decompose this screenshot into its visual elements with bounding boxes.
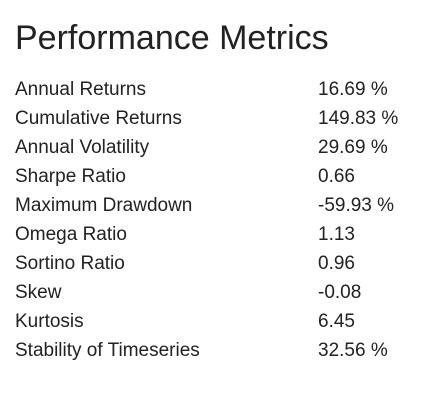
title: Performance Metrics xyxy=(15,19,329,57)
metric-value: 149.83 % xyxy=(318,108,399,129)
metric-row: Omega Ratio 1.13 xyxy=(15,220,398,249)
metric-value: 0.66 xyxy=(318,166,355,187)
metric-row: Sortino Ratio 0.96 xyxy=(15,249,398,278)
metric-value: 6.45 xyxy=(318,311,355,332)
metric-name: Cumulative Returns xyxy=(15,108,182,129)
metric-row: Maximum Drawdown -59.93 % xyxy=(15,191,398,220)
metric-name: Maximum Drawdown xyxy=(15,195,193,216)
metric-row: Sharpe Ratio 0.66 xyxy=(15,162,398,191)
metric-row: Stability of Timeseries 32.56 % xyxy=(15,336,398,365)
metric-row: Annual Returns 16.69 % xyxy=(15,75,398,104)
metric-row: Kurtosis 6.45 xyxy=(15,307,398,336)
metric-name: Skew xyxy=(15,282,62,303)
metric-value: 29.69 % xyxy=(318,137,388,158)
metric-row: Skew -0.08 xyxy=(15,278,398,307)
metric-value: 16.69 % xyxy=(318,79,388,100)
metric-row: Cumulative Returns 149.83 % xyxy=(15,104,398,133)
metric-value: 0.96 xyxy=(318,253,355,274)
metric-name: Omega Ratio xyxy=(15,224,127,245)
metric-name: Stability of Timeseries xyxy=(15,340,200,361)
metric-row: Annual Volatility 29.69 % xyxy=(15,133,398,162)
metric-name: Sharpe Ratio xyxy=(15,166,126,187)
metric-name: Sortino Ratio xyxy=(15,253,125,274)
metric-name: Annual Volatility xyxy=(15,137,150,158)
metric-value: 32.56 % xyxy=(318,340,388,361)
metric-value: 1.13 xyxy=(318,224,355,245)
metric-value: -59.93 % xyxy=(318,195,395,216)
metric-name: Annual Returns xyxy=(15,79,146,100)
metric-name: Kurtosis xyxy=(15,311,84,332)
metric-value: -0.08 xyxy=(318,282,362,303)
table-body: Annual Returns 16.69 % Cumulative Returns 1… xyxy=(15,75,398,365)
metrics-table: Annual Returns 16.69 % Cumulative Returns 1… xyxy=(15,75,398,365)
